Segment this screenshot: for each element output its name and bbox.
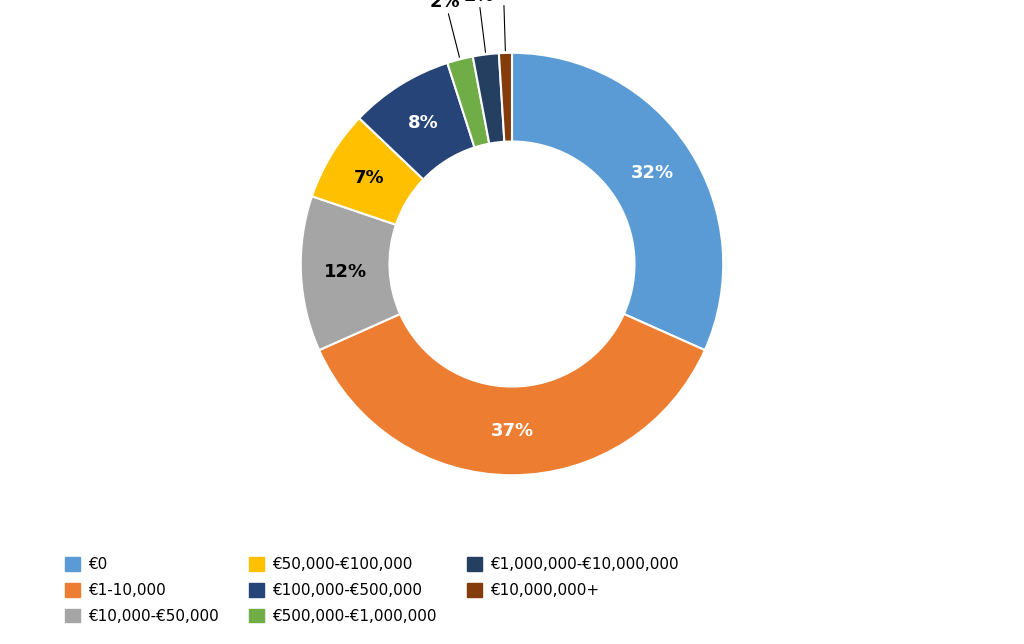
- Wedge shape: [473, 53, 505, 144]
- Text: 7%: 7%: [354, 169, 385, 187]
- Wedge shape: [301, 196, 400, 350]
- Wedge shape: [312, 118, 423, 225]
- Text: 2%: 2%: [430, 0, 461, 57]
- Text: 37%: 37%: [490, 422, 534, 440]
- Text: 12%: 12%: [324, 263, 367, 281]
- Text: 8%: 8%: [408, 113, 438, 131]
- Wedge shape: [447, 57, 489, 147]
- Text: 2%: 2%: [463, 0, 494, 52]
- Text: 1%: 1%: [488, 0, 519, 51]
- Wedge shape: [359, 63, 474, 180]
- Legend: €0, €1-10,000, €10,000-€50,000, €50,000-€100,000, €100,000-€500,000, €500,000-€1: €0, €1-10,000, €10,000-€50,000, €50,000-…: [58, 551, 685, 630]
- Wedge shape: [319, 314, 705, 475]
- Wedge shape: [499, 53, 512, 142]
- Wedge shape: [512, 53, 723, 350]
- Text: 32%: 32%: [631, 164, 674, 182]
